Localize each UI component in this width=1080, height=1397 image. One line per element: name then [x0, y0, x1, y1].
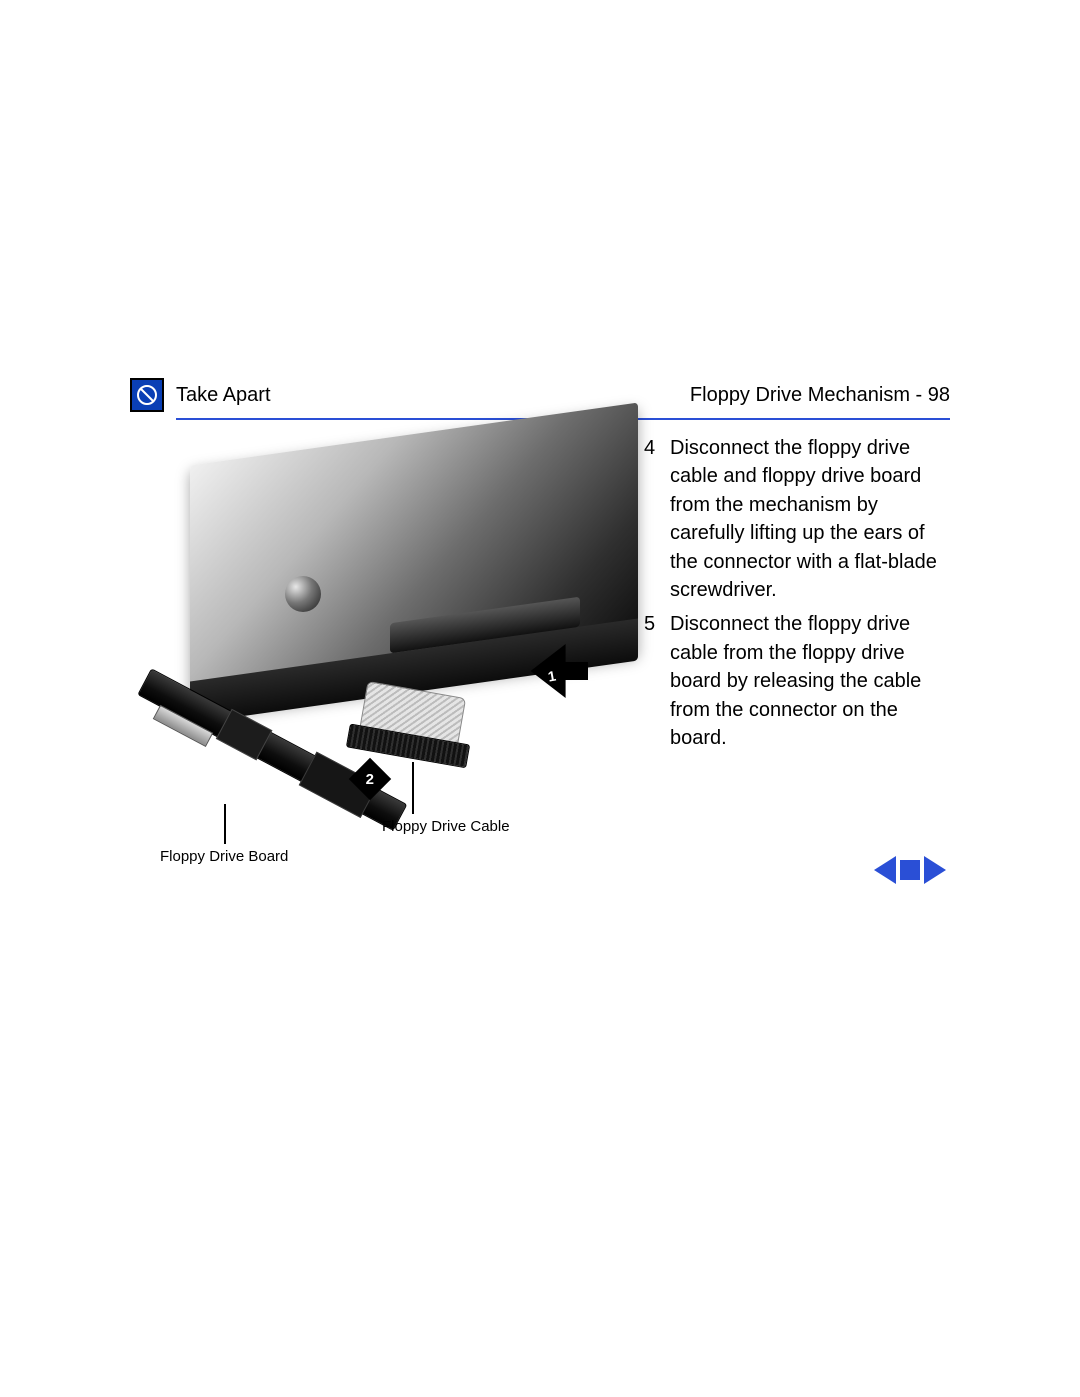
drive-knob-shape [285, 576, 321, 612]
callout-cable-label: Floppy Drive Cable [382, 818, 510, 835]
callout-line [412, 762, 414, 814]
instructions-column: 4 Disconnect the floppy drive cable and … [644, 434, 950, 864]
board-pcb [137, 668, 407, 831]
content-area: Take Apart Floppy Drive Mechanism - 98 1 [130, 378, 950, 864]
step2-marker: 2 [366, 771, 374, 788]
step-number: 5 [644, 610, 670, 752]
disassembly-figure: 1 2 Floppy Drive Cable Floppy Drive Boar… [130, 434, 638, 864]
step1-marker: 1 [547, 667, 557, 684]
step-number: 4 [644, 434, 670, 604]
instruction-step: 5 Disconnect the floppy drive cable from… [644, 610, 950, 752]
page-nav [874, 856, 946, 884]
step-text: Disconnect the floppy drive cable from t… [670, 610, 950, 752]
callout-line [224, 804, 226, 844]
header-row: Take Apart Floppy Drive Mechanism - 98 [130, 378, 950, 412]
prev-page-button[interactable] [874, 856, 896, 884]
next-page-button[interactable] [924, 856, 946, 884]
body-row: 1 2 Floppy Drive Cable Floppy Drive Boar… [130, 434, 950, 864]
page: Take Apart Floppy Drive Mechanism - 98 1 [0, 0, 1080, 1397]
section-title: Take Apart [176, 384, 271, 407]
manual-logo-icon [130, 378, 164, 412]
instruction-step: 4 Disconnect the floppy drive cable and … [644, 434, 950, 604]
callout-board-label: Floppy Drive Board [160, 848, 288, 865]
page-title: Floppy Drive Mechanism - 98 [690, 384, 950, 407]
stop-button[interactable] [900, 860, 920, 880]
step-text: Disconnect the floppy drive cable and fl… [670, 434, 950, 604]
